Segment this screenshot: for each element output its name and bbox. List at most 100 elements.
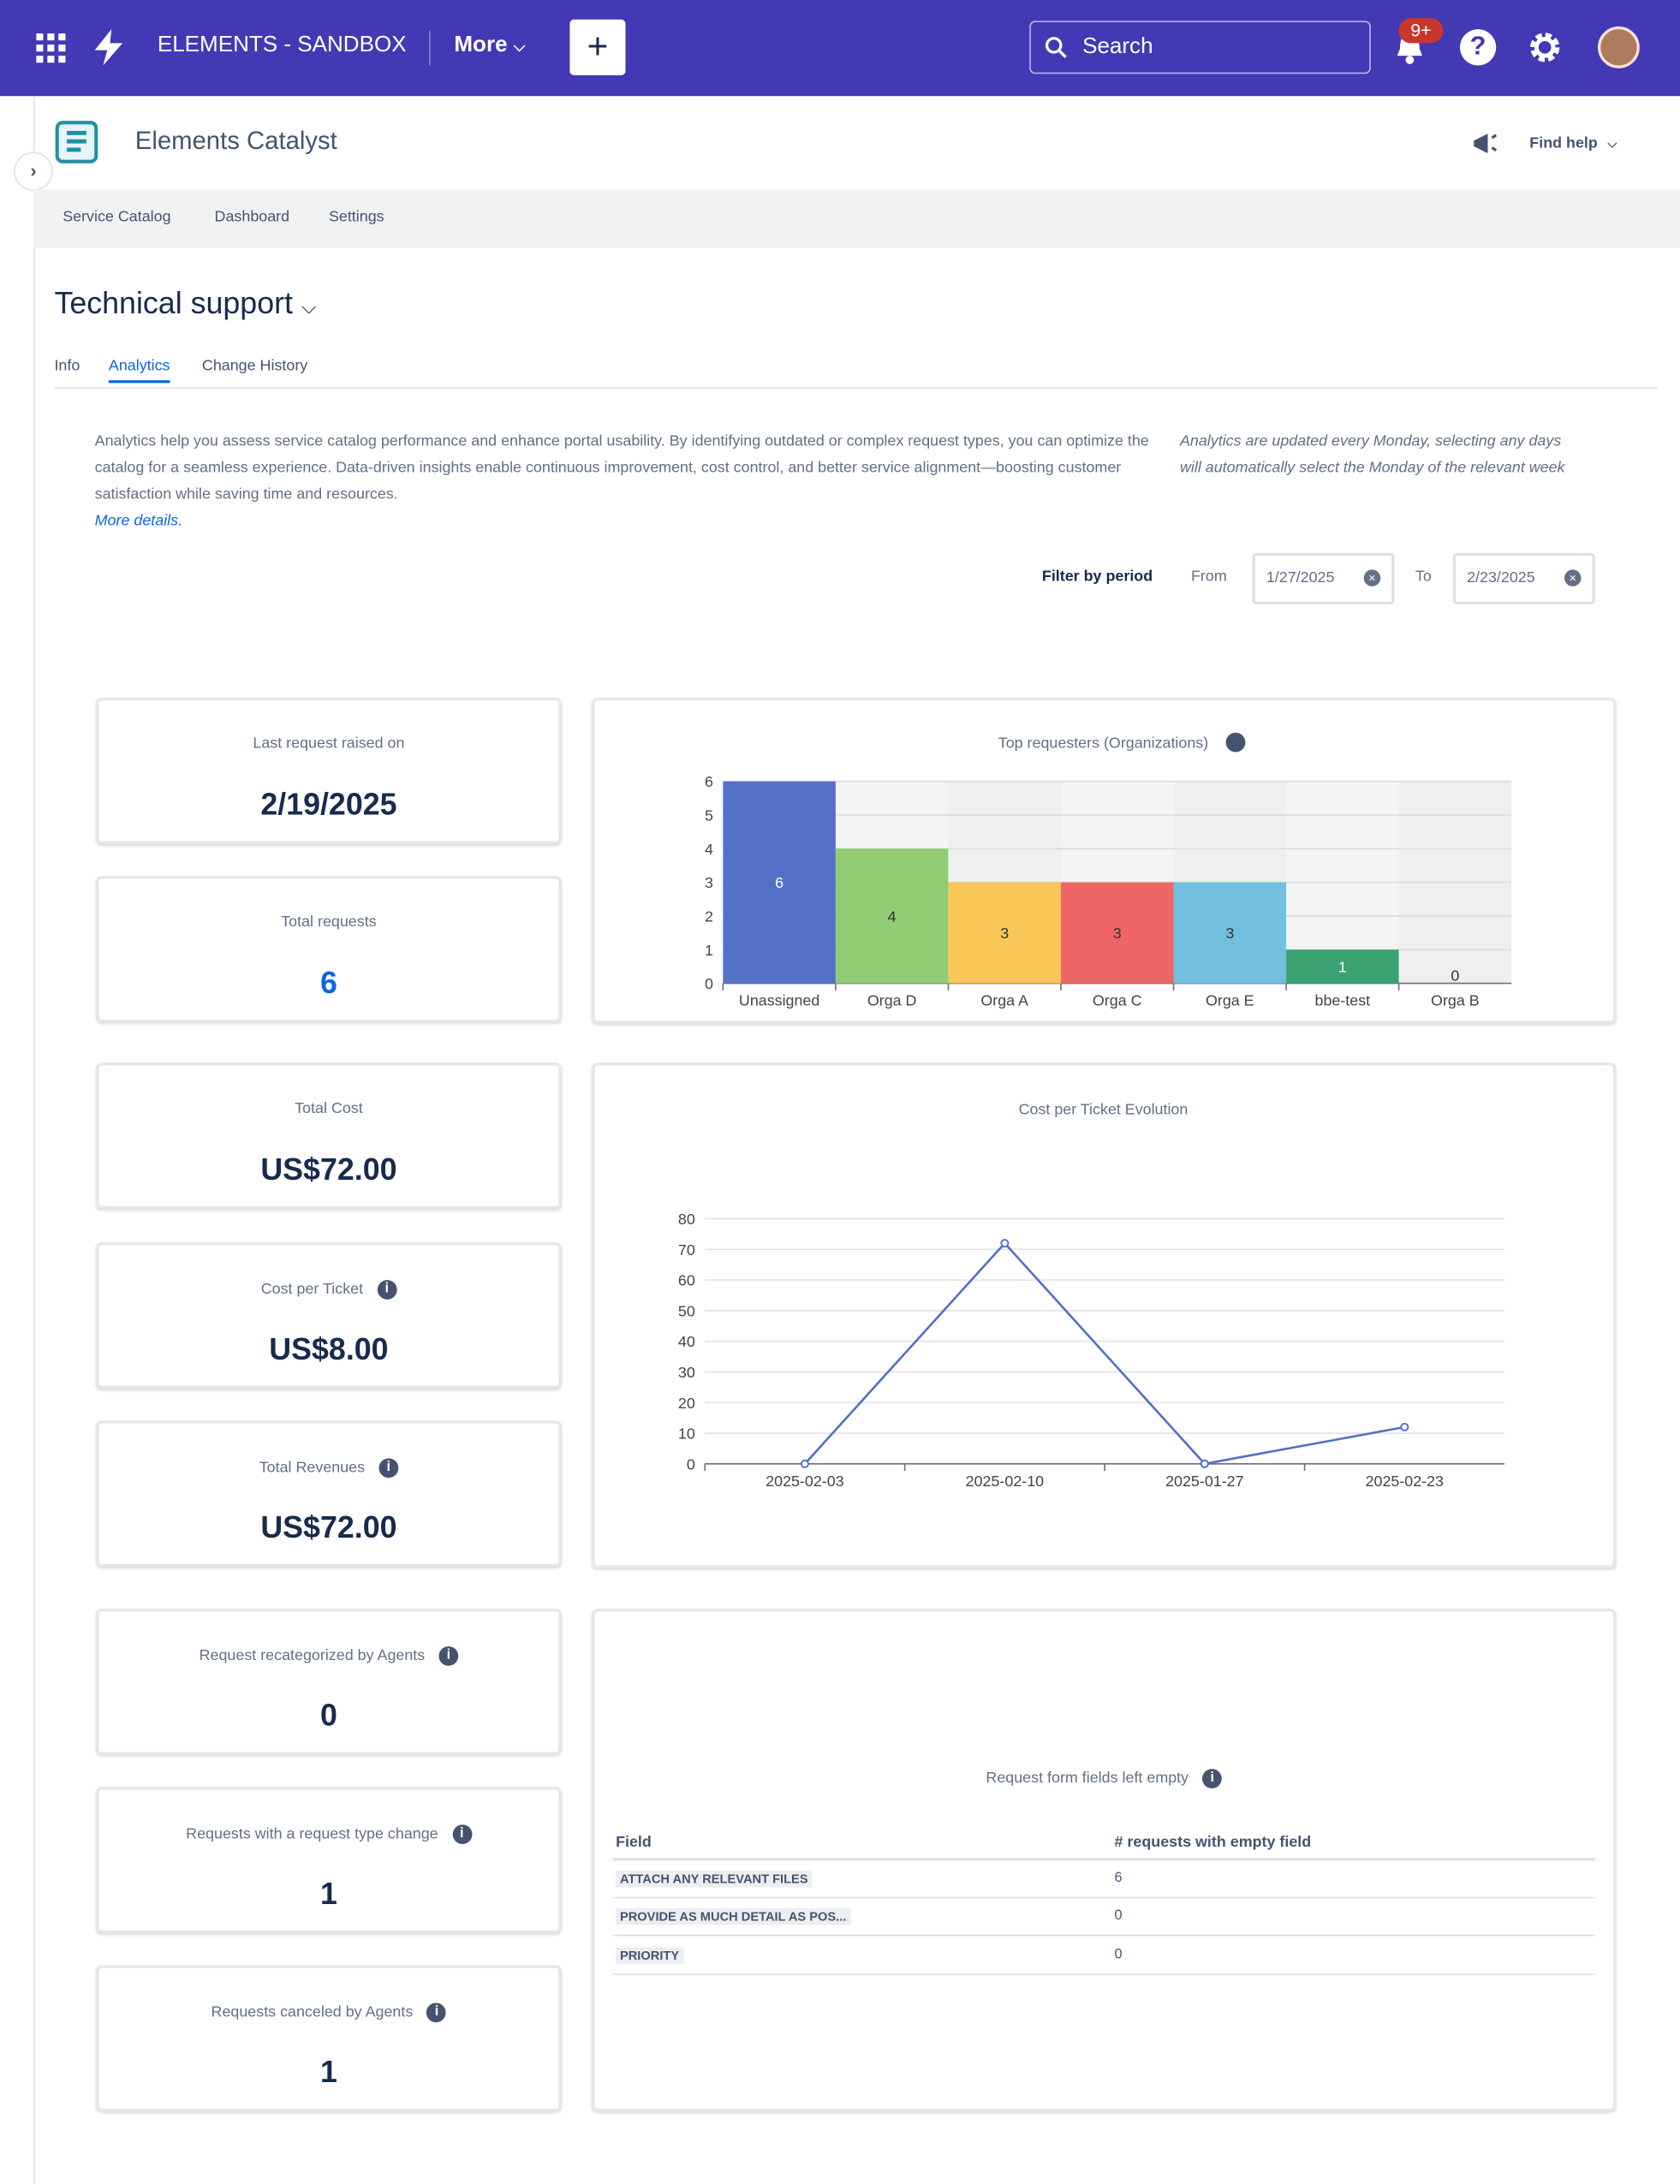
bar-value-label: 0	[1451, 967, 1459, 984]
bar	[1060, 882, 1174, 984]
kpi-label-text: Requests canceled by Agents	[211, 2003, 414, 2021]
sidebar-edge	[33, 96, 35, 2184]
more-details-link[interactable]: More details.	[94, 512, 183, 530]
from-date[interactable]: 1/27/2025	[1266, 569, 1335, 586]
y-tick-label: 60	[678, 1272, 695, 1289]
x-tick-label: bbe-test	[1315, 992, 1371, 1009]
line-chart-panel	[592, 1062, 1617, 1568]
kpi-card: Request recategorized by Agents i 0	[96, 1609, 562, 1755]
kpi-card: Requests canceled by Agents i 1	[96, 1965, 562, 2112]
kpi-card: Total requests 6	[96, 876, 562, 1023]
kpi-label-text: Total Cost	[295, 1100, 363, 1117]
find-help-label[interactable]: Find help	[1529, 134, 1598, 152]
nav-item[interactable]: Dashboard	[214, 209, 290, 226]
bar	[1286, 949, 1399, 984]
y-tick-label: 50	[678, 1302, 695, 1319]
kpi-label: Request recategorized by Agents i	[99, 1645, 559, 1666]
line	[803, 1241, 1405, 1466]
chart-title: Top requesters (Organizations)	[998, 735, 1208, 752]
logo[interactable]	[92, 29, 125, 66]
kpi-label-text: Total requests	[281, 913, 377, 931]
search-box[interactable]: Search	[1029, 21, 1371, 74]
y-tick-label: 6	[705, 773, 713, 790]
tab[interactable]: Info	[54, 358, 80, 375]
table-title: Request form fields left empty i	[592, 1769, 1616, 1788]
kpi-card: Requests with a request type change i 1	[96, 1787, 562, 1934]
kpi-card: Last request raised on 2/19/2025	[96, 698, 562, 844]
tab[interactable]: Analytics	[108, 358, 170, 384]
to-date-input[interactable]: 2/23/2025 ×	[1452, 552, 1595, 605]
announcement-icon[interactable]	[1471, 131, 1499, 156]
notification-badge: 9+	[1398, 18, 1444, 44]
more-label[interactable]: More	[454, 33, 508, 57]
kpi-label: Total Revenues i	[99, 1458, 559, 1479]
clear-icon[interactable]: ×	[1564, 569, 1582, 586]
kpi-value: US$72.00	[260, 1509, 397, 1545]
nav-item[interactable]: Settings	[328, 209, 384, 226]
bar-value-label: 3	[1113, 925, 1122, 942]
clear-icon[interactable]: ×	[1363, 569, 1381, 586]
app-switcher[interactable]	[36, 33, 67, 64]
filter-label: Filter by period	[1041, 568, 1153, 586]
bar	[1173, 882, 1287, 984]
nav-item[interactable]: Service Catalog	[63, 209, 171, 226]
bar	[723, 781, 836, 984]
y-tick-label: 10	[678, 1425, 695, 1443]
field-name: ATTACH ANY RELEVANT FILES	[616, 1870, 813, 1888]
settings-icon[interactable]	[1527, 29, 1563, 65]
chevron: ⌵	[513, 39, 526, 57]
kpi-label-text: Cost per Ticket	[260, 1281, 364, 1299]
info-icon[interactable]: i	[378, 1458, 399, 1479]
help-icon[interactable]: ?	[1459, 29, 1497, 66]
table-header: Field	[616, 1834, 652, 1852]
top-bar: ELEMENTS - SANDBOX More ⌵ + Search 9+ ?	[0, 0, 1680, 97]
point	[1000, 1239, 1010, 1248]
y-tick-label: 2	[705, 908, 713, 925]
y-tick-label: 80	[678, 1211, 695, 1228]
tab[interactable]: Change History	[201, 358, 308, 375]
avatar[interactable]	[1598, 26, 1640, 68]
to-date[interactable]: 2/23/2025	[1467, 569, 1535, 586]
search-icon	[1045, 37, 1067, 58]
row-rule	[612, 1896, 1595, 1899]
kpi-value: US$8.00	[269, 1331, 389, 1366]
info-icon[interactable]	[1225, 732, 1246, 753]
project-name[interactable]: Elements Catalyst	[134, 127, 337, 155]
page-title-text[interactable]: Technical support	[54, 285, 293, 321]
table-rule	[612, 1858, 1595, 1861]
from-date-input[interactable]: 1/27/2025 ×	[1252, 552, 1395, 605]
x-tick-label: 2025-02-10	[966, 1473, 1044, 1490]
create-button[interactable]: +	[569, 19, 626, 75]
empty-count: 0	[1114, 1947, 1123, 1963]
info-icon[interactable]: i	[438, 1645, 459, 1666]
kpi-value: 1	[319, 1876, 337, 1912]
sidebar-toggle[interactable]: ›	[14, 152, 53, 191]
field-name: PROVIDE AS MUCH DETAIL AS POS...	[616, 1907, 851, 1925]
x-tick-label: 2025-01-27	[1165, 1473, 1243, 1490]
info-icon[interactable]: i	[377, 1280, 397, 1300]
info-icon[interactable]: i	[451, 1824, 472, 1844]
more-menu[interactable]: More ⌵	[454, 33, 525, 58]
chart-title: Cost per Ticket Evolution	[1019, 1100, 1189, 1117]
x-tick-label: 2025-02-03	[766, 1473, 843, 1490]
info-icon[interactable]: i	[1202, 1769, 1223, 1788]
empty-count: 0	[1114, 1907, 1123, 1924]
find-help[interactable]: Find help ⌵	[1529, 135, 1617, 152]
app-name[interactable]: ELEMENTS - SANDBOX	[157, 33, 407, 57]
info-icon[interactable]: i	[426, 2002, 447, 2023]
y-tick-label: 70	[678, 1241, 695, 1259]
y-tick-label: 5	[705, 806, 713, 824]
bar-value-label: 3	[1225, 925, 1234, 942]
y-tick-label: 20	[678, 1395, 695, 1412]
bar-value-label: 6	[775, 874, 783, 891]
kpi-value: US$72.00	[260, 1152, 397, 1187]
tab-divider	[54, 387, 1658, 389]
kpi-label-text: Request recategorized by Agents	[199, 1647, 426, 1664]
table-header: # requests with empty field	[1114, 1834, 1312, 1852]
kpi-value: 6	[319, 965, 337, 1001]
bar	[948, 882, 1061, 984]
page-title[interactable]: Technical support ⌵	[54, 286, 316, 322]
point	[800, 1459, 809, 1468]
